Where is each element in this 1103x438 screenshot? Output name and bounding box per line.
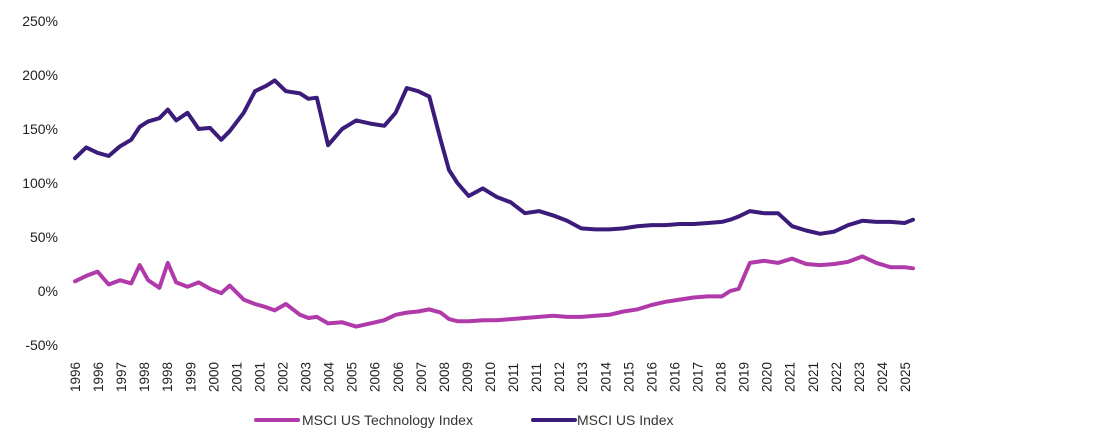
x-tick-label: 2021 — [783, 362, 798, 392]
x-tick-label: 2017 — [691, 362, 706, 392]
x-tick-label: 2013 — [575, 362, 590, 392]
x-tick-label: 1998 — [137, 362, 152, 392]
y-tick-label: 200% — [22, 67, 58, 83]
x-tick-label: 2019 — [737, 362, 752, 392]
y-tick-label: 0% — [38, 283, 58, 299]
x-tick-label: 2014 — [598, 361, 613, 392]
series-line-msci-us-index — [73, 78, 915, 236]
x-tick-label: 2000 — [206, 362, 221, 392]
x-tick-label: 2011 — [506, 363, 521, 392]
x-tick-label: 1998 — [160, 362, 175, 392]
x-tick-label: 2009 — [460, 362, 475, 392]
x-tick-label: 2001 — [229, 362, 244, 392]
legend: MSCI US Technology Index MSCI US Index — [254, 412, 673, 428]
x-tick-label: 1997 — [114, 362, 129, 392]
x-tick-label: 2025 — [898, 362, 913, 392]
x-tick-label: 2016 — [644, 362, 659, 392]
series-line-msci-us-technology-index — [73, 254, 915, 329]
x-tick-label: 2020 — [760, 362, 775, 392]
x-tick-label: 2022 — [829, 362, 844, 392]
x-tick-label: 2008 — [437, 362, 452, 392]
legend-label: MSCI US Technology Index — [302, 412, 473, 428]
x-tick-label: 1996 — [91, 362, 106, 392]
y-tick-label: 100% — [22, 175, 58, 191]
x-tick-label: 2018 — [714, 362, 729, 392]
x-tick-label: 2006 — [391, 362, 406, 392]
y-tick-label: 50% — [30, 229, 58, 245]
x-tick-label: 1996 — [68, 362, 83, 392]
x-tick-label: 2003 — [299, 362, 314, 392]
x-tick-label: 2011 — [529, 363, 544, 392]
x-tick-label: 2005 — [345, 362, 360, 392]
x-tick-label: 2012 — [552, 362, 567, 392]
y-tick-label: 250% — [22, 13, 58, 29]
x-tick-label: 2021 — [806, 362, 821, 392]
x-tick-label: 2023 — [852, 362, 867, 392]
x-tick-label: 2001 — [252, 362, 267, 392]
series-lines — [73, 78, 915, 329]
x-tick-label: 2024 — [875, 361, 890, 392]
x-tick-label: 2002 — [276, 362, 291, 392]
y-axis-tick-labels: -50% 0% 50% 100% 150% 200% 250% — [22, 13, 58, 353]
x-tick-label: 2007 — [414, 362, 429, 392]
x-tick-label: 2006 — [368, 362, 383, 392]
x-tick-label: 2004 — [322, 361, 337, 392]
x-tick-label: 1999 — [183, 362, 198, 392]
x-tick-label: 2010 — [483, 362, 498, 392]
legend-label: MSCI US Index — [577, 412, 673, 428]
y-tick-label: -50% — [25, 337, 58, 353]
x-tick-label: 2015 — [621, 362, 636, 392]
y-tick-label: 150% — [22, 121, 58, 137]
x-axis-tick-labels: 1996 1996 1997 1998 1998 1999 2000 2001 2001 2002… — [68, 361, 913, 392]
x-tick-label: 2016 — [667, 362, 682, 392]
